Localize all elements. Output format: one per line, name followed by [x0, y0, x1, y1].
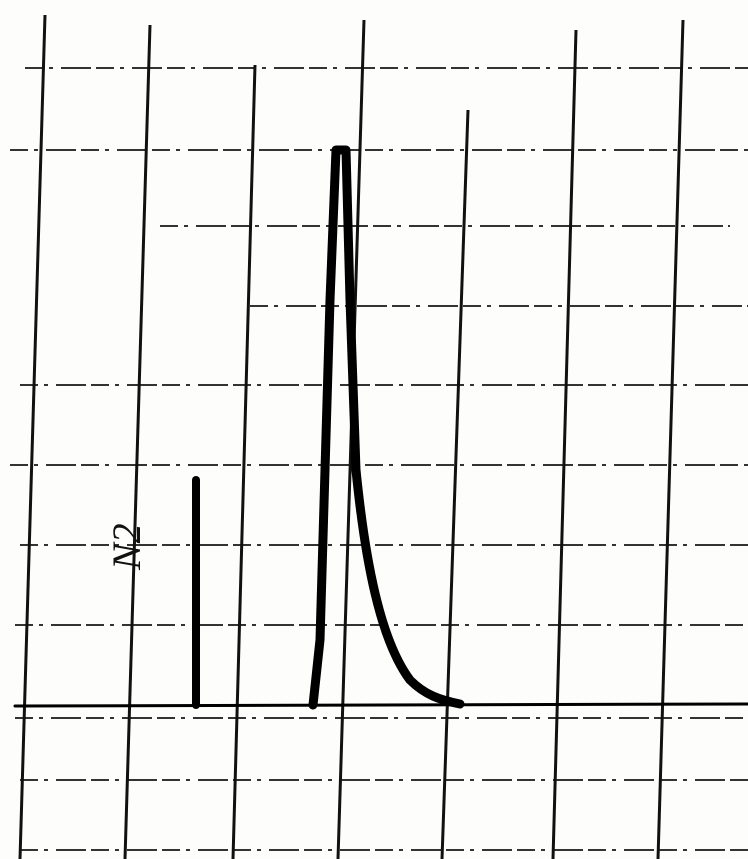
horizontal-grid	[10, 67, 748, 851]
main-peak	[308, 145, 465, 710]
grid-line	[18, 14, 47, 859]
baseline	[13, 702, 748, 708]
grid-line	[231, 64, 257, 859]
grid-line	[656, 19, 685, 859]
handwritten-annotation: N2	[104, 523, 149, 571]
grid-line	[440, 109, 470, 859]
grid-line	[123, 24, 152, 859]
vertical-grid	[18, 14, 685, 859]
grid-line	[551, 29, 578, 859]
